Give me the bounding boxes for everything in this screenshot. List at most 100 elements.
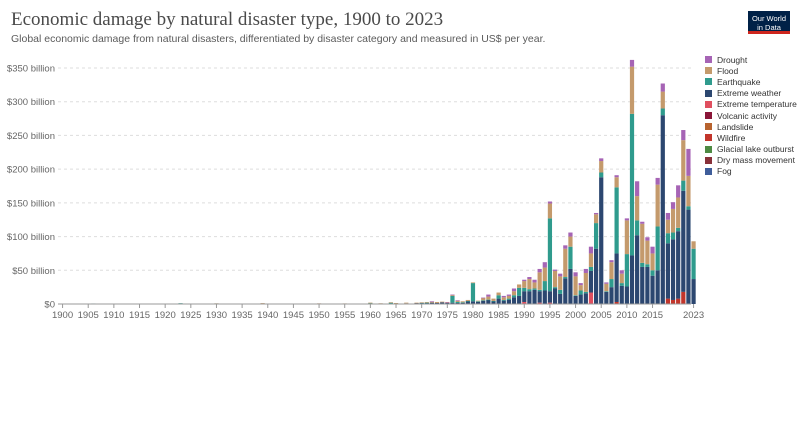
bar-segment[interactable]: [660, 83, 665, 92]
bar-segment[interactable]: [619, 285, 624, 304]
bar-segment[interactable]: [465, 301, 470, 304]
bar-segment[interactable]: [624, 220, 629, 255]
bar-segment[interactable]: [552, 287, 558, 289]
bar-segment[interactable]: [660, 91, 665, 109]
bar-segment[interactable]: [619, 270, 624, 274]
bar-segment[interactable]: [655, 270, 660, 304]
bar-segment[interactable]: [424, 301, 429, 303]
bar-segment[interactable]: [455, 301, 460, 303]
legend-item[interactable]: Drought: [705, 54, 797, 65]
bar-segment[interactable]: [542, 281, 547, 291]
bar-segment[interactable]: [665, 233, 671, 244]
bar-segment[interactable]: [537, 268, 542, 273]
bar-segment[interactable]: [532, 288, 537, 290]
bar-segment[interactable]: [681, 291, 686, 304]
bar-segment[interactable]: [445, 301, 450, 303]
bar-segment[interactable]: [486, 294, 491, 297]
bar-segment[interactable]: [414, 302, 419, 304]
bar-segment[interactable]: [681, 180, 686, 191]
bar-segment[interactable]: [670, 239, 676, 300]
bar-segment[interactable]: [588, 266, 594, 271]
bar-segment[interactable]: [532, 279, 537, 283]
bar-segment[interactable]: [583, 293, 588, 304]
bar-segment[interactable]: [609, 287, 614, 304]
bar-segment[interactable]: [547, 218, 553, 292]
bar-segment[interactable]: [614, 187, 619, 254]
bar-segment[interactable]: [588, 253, 594, 267]
bar-segment[interactable]: [609, 260, 614, 263]
bar-segment[interactable]: [655, 177, 660, 185]
bar-segment[interactable]: [393, 302, 399, 304]
bar-segment[interactable]: [650, 270, 655, 276]
bar-segment[interactable]: [450, 295, 455, 303]
bar-segment[interactable]: [368, 302, 373, 304]
bar-segment[interactable]: [670, 208, 676, 233]
bar-segment[interactable]: [501, 295, 506, 298]
bar-segment[interactable]: [640, 223, 645, 263]
bar-segment[interactable]: [691, 248, 696, 280]
bar-segment[interactable]: [655, 226, 660, 271]
bar-segment[interactable]: [640, 221, 645, 224]
bar-segment[interactable]: [691, 241, 696, 249]
bar-segment[interactable]: [481, 300, 486, 301]
bar-segment[interactable]: [578, 290, 583, 295]
bar-segment[interactable]: [429, 301, 435, 302]
bar-segment[interactable]: [609, 279, 614, 288]
bar-segment[interactable]: [537, 272, 542, 290]
bar-segment[interactable]: [568, 268, 573, 304]
bar-segment[interactable]: [486, 299, 491, 304]
bar-segment[interactable]: [388, 302, 393, 303]
bar-segment[interactable]: [450, 302, 455, 304]
bar-segment[interactable]: [670, 232, 676, 240]
bar-segment[interactable]: [542, 262, 547, 268]
bar-segment[interactable]: [532, 282, 537, 289]
bar-segment[interactable]: [655, 184, 660, 227]
bar-segment[interactable]: [506, 294, 511, 296]
legend-item[interactable]: Dry mass movement: [705, 155, 797, 166]
bar-segment[interactable]: [635, 235, 640, 304]
bar-segment[interactable]: [691, 279, 696, 304]
bar-segment[interactable]: [681, 130, 686, 141]
bar-segment[interactable]: [665, 298, 671, 304]
bar-segment[interactable]: [614, 175, 619, 178]
bar-segment[interactable]: [465, 300, 470, 302]
bar-segment[interactable]: [424, 302, 429, 304]
bar-segment[interactable]: [476, 301, 481, 304]
bar-segment[interactable]: [486, 299, 491, 301]
bar-segment[interactable]: [578, 283, 583, 286]
bar-segment[interactable]: [681, 140, 686, 181]
bar-segment[interactable]: [604, 291, 609, 292]
bar-segment[interactable]: [660, 108, 665, 116]
bar-segment[interactable]: [573, 272, 578, 277]
bar-segment[interactable]: [429, 301, 435, 303]
bar-segment[interactable]: [419, 302, 424, 304]
owid-logo[interactable]: Our World in Data: [748, 11, 790, 34]
bar-segment[interactable]: [455, 300, 460, 301]
bar-segment[interactable]: [676, 231, 681, 299]
bar-segment[interactable]: [629, 113, 635, 256]
bar-segment[interactable]: [563, 245, 568, 249]
bar-segment[interactable]: [506, 298, 511, 300]
bar-segment[interactable]: [558, 293, 563, 304]
bar-segment[interactable]: [676, 197, 681, 228]
bar-segment[interactable]: [522, 301, 527, 304]
bar-segment[interactable]: [599, 161, 604, 173]
bar-segment[interactable]: [470, 301, 476, 304]
bar-segment[interactable]: [547, 302, 553, 304]
bar-segment[interactable]: [511, 288, 517, 292]
bar-segment[interactable]: [660, 115, 665, 304]
bar-segment[interactable]: [496, 292, 501, 296]
bar-segment[interactable]: [460, 301, 465, 303]
bar-segment[interactable]: [573, 295, 578, 304]
bar-segment[interactable]: [676, 185, 681, 198]
bar-segment[interactable]: [501, 299, 506, 301]
bar-segment[interactable]: [676, 227, 681, 232]
bar-segment[interactable]: [583, 268, 588, 273]
bar-segment[interactable]: [686, 148, 691, 176]
bar-segment[interactable]: [665, 212, 671, 220]
bar-segment[interactable]: [496, 295, 501, 299]
bar-segment[interactable]: [547, 291, 553, 303]
legend-item[interactable]: Volcanic activity: [705, 110, 797, 121]
bar-segment[interactable]: [491, 300, 496, 302]
bar-segment[interactable]: [481, 297, 486, 299]
